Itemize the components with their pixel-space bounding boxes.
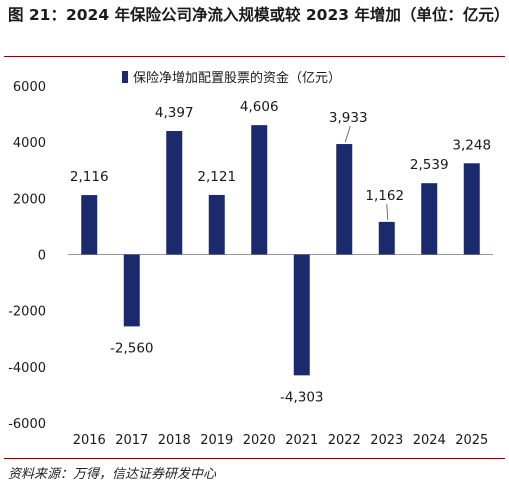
label-leader [386, 203, 389, 220]
data-label-2016: 2,116 [70, 169, 109, 185]
bar-2025 [463, 163, 480, 255]
data-label-2023: 1,162 [365, 188, 404, 204]
x-tick-label: 2024 [413, 433, 446, 448]
legend: 保险净增加配置股票的资金（亿元） [122, 70, 341, 86]
y-tick-label: 6000 [13, 80, 46, 95]
data-label-2018: 4,397 [155, 105, 194, 121]
y-tick-label: 2000 [13, 192, 46, 207]
bar-2016 [81, 195, 98, 255]
data-label-2025: 3,248 [452, 137, 491, 153]
data-label-2019: 2,121 [197, 169, 236, 185]
y-tick-label: 4000 [13, 136, 46, 151]
legend-swatch [122, 71, 128, 83]
x-tick-label: 2020 [243, 433, 276, 448]
title-divider [4, 56, 505, 57]
x-tick-label: 2016 [73, 433, 106, 448]
axis-layer: 6000 4000 2000 0 -2000 -4000 -6000 2016 2017 2018… [8, 80, 493, 448]
bar-2024 [421, 183, 438, 255]
data-label-2024: 2,539 [410, 157, 449, 173]
source-note: 资料来源：万得，信达证券研发中心 [8, 467, 217, 482]
x-tick-label: 2023 [370, 433, 403, 448]
label-leader [344, 125, 351, 143]
x-tick-label: 2022 [328, 433, 361, 448]
footer-divider [4, 458, 505, 459]
data-label-2021: -4,303 [280, 389, 324, 405]
x-tick-label: 2018 [158, 433, 191, 448]
bar-2018 [166, 131, 183, 255]
bar-2020 [251, 125, 268, 255]
chart-title: 图 21：2024 年保险公司净流入规模或较 2023 年增加（单位：亿元） [8, 6, 509, 24]
y-tick-label: 0 [38, 249, 46, 264]
x-tick-label: 2019 [200, 433, 233, 448]
bar-2023 [378, 221, 395, 255]
bar-2019 [208, 194, 225, 255]
y-tick-label: -2000 [8, 305, 46, 320]
legend-label: 保险净增加配置股票的资金（亿元） [133, 70, 341, 86]
y-tick-label: -4000 [8, 361, 46, 376]
data-label-2017: -2,560 [110, 340, 154, 356]
bars-layer [81, 125, 480, 376]
bar-2021 [293, 254, 310, 376]
x-tick-label: 2017 [115, 433, 148, 448]
data-label-2022: 3,933 [329, 110, 368, 126]
bar-chart: 6000 4000 2000 0 -2000 -4000 -6000 2016 2017 2018… [8, 70, 493, 448]
x-tick-label: 2025 [455, 433, 488, 448]
data-label-2020: 4,606 [240, 99, 279, 115]
bar-2017 [123, 254, 140, 327]
labels-layer: 2,116 -2,560 4,397 2,121 4,606 -4,303 3,933 1,1… [70, 99, 491, 405]
y-tick-label: -6000 [8, 417, 46, 432]
bar-2022 [336, 144, 353, 255]
x-tick-label: 2021 [285, 433, 318, 448]
